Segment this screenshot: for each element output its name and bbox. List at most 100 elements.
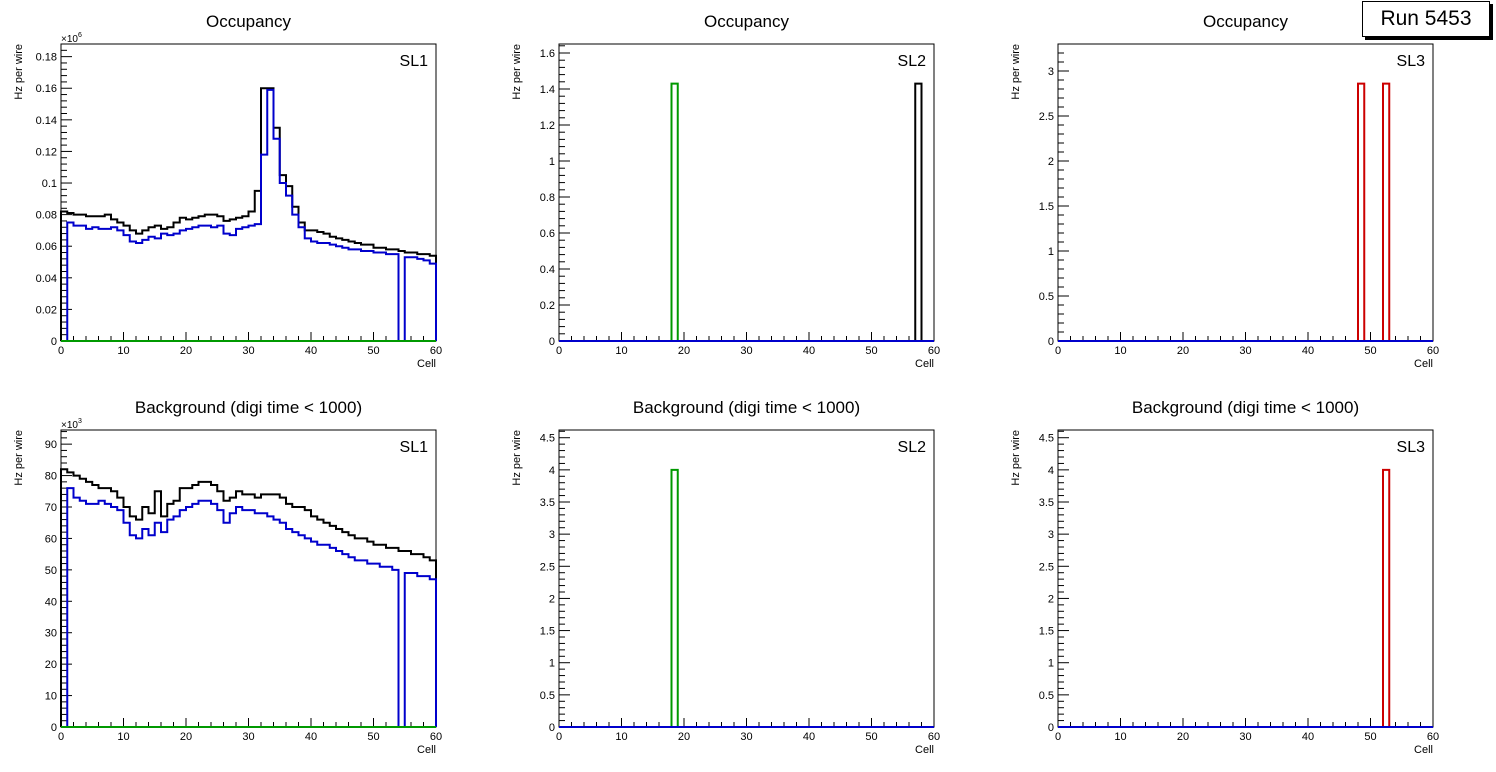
y-tick-label: 20: [45, 659, 57, 671]
histogram-bin: [286, 196, 292, 341]
y-tick-label: 1: [549, 156, 555, 168]
y-tick-label: 2.5: [1039, 111, 1054, 123]
y-tick-label: 0.8: [540, 192, 555, 204]
histogram-bin: [74, 498, 80, 727]
histogram-bin: [411, 573, 417, 727]
histogram-bin: [405, 573, 411, 727]
histogram-bin: [324, 243, 330, 341]
histogram-bin: [180, 230, 186, 341]
histogram-bin: [305, 538, 311, 727]
histogram-bin: [274, 139, 280, 341]
histogram-bin: [217, 226, 223, 341]
histogram-bin: [211, 227, 217, 341]
y-tick-label: 0.6: [540, 228, 555, 240]
series-red: [1058, 468, 1433, 728]
histogram-bin: [672, 470, 678, 727]
x-tick-label: 20: [678, 345, 690, 357]
x-tick-label: 0: [58, 345, 64, 357]
histogram-bin: [424, 260, 430, 341]
y-tick-label: 4: [549, 465, 555, 477]
y-tick-label: 2.5: [1039, 561, 1054, 573]
exponent-base: ×10: [61, 34, 78, 45]
x-tick-label: 50: [1364, 345, 1376, 357]
histogram-bin: [305, 238, 311, 341]
histogram-bin: [367, 251, 373, 341]
x-tick-label: 0: [58, 731, 64, 743]
histogram-bin: [67, 223, 73, 341]
histogram-bin: [355, 249, 361, 341]
series-total: [60, 87, 437, 341]
x-tick-label: 50: [1364, 731, 1376, 743]
histogram-bin: [149, 237, 155, 341]
y-axis-label: Hz per wire: [511, 44, 523, 100]
histogram-bin: [374, 253, 380, 341]
x-tick-label: 30: [1239, 345, 1251, 357]
histogram-bin: [330, 548, 336, 727]
series-line: [1058, 82, 1433, 342]
x-tick-label: 40: [1302, 731, 1314, 743]
y-tick-label: 0.5: [1039, 291, 1054, 303]
y-tick-label: 0.4: [540, 264, 555, 276]
x-tick-label: 0: [1055, 345, 1061, 357]
x-tick-label: 40: [803, 345, 815, 357]
y-tick-label: 0.2: [540, 300, 555, 312]
histogram-bin: [86, 229, 92, 341]
histogram-bin: [299, 227, 305, 341]
histogram-bin: [392, 254, 398, 341]
histogram-bin: [280, 523, 286, 727]
histogram-bin: [136, 538, 142, 727]
histogram-bin: [199, 226, 205, 341]
histogram-bin: [261, 513, 267, 727]
x-tick-label: 10: [117, 345, 129, 357]
y-tick-label: 1.2: [540, 120, 555, 132]
x-tick-label: 60: [928, 731, 940, 743]
y-tick-label: 0.08: [36, 210, 57, 222]
histogram-bin: [161, 234, 167, 341]
x-tick-label: 10: [615, 731, 627, 743]
histogram-bin: [336, 246, 342, 341]
y-tick-label: 2: [1048, 593, 1054, 605]
y-tick-label: 0: [1048, 336, 1054, 348]
series-line: [61, 487, 437, 728]
histogram-bin: [1358, 84, 1364, 341]
x-tick-label: 20: [678, 731, 690, 743]
histogram-bin: [242, 227, 248, 341]
histogram-bin: [167, 520, 173, 727]
histogram-bin: [242, 510, 248, 727]
y-tick-label: 2: [1048, 156, 1054, 168]
superlayer-label: SL3: [1397, 439, 1426, 456]
y-tick-label: 0: [549, 722, 555, 734]
x-tick-label: 50: [865, 345, 877, 357]
x-tick-label: 20: [180, 731, 192, 743]
histogram-bin: [311, 542, 317, 727]
histogram-bin: [155, 523, 161, 727]
x-tick-label: 60: [430, 731, 442, 743]
histogram-bin: [92, 504, 98, 727]
y-axis-label: Hz per wire: [1010, 430, 1022, 486]
histogram-bin: [317, 545, 323, 727]
series-total: [559, 82, 934, 342]
y-tick-label: 4.5: [1039, 433, 1054, 445]
x-tick-label: 10: [117, 731, 129, 743]
histogram-bin: [80, 501, 86, 727]
histogram-bin: [349, 557, 355, 727]
histogram-bin: [249, 510, 255, 727]
y-axis-label: Hz per wire: [13, 44, 25, 100]
histogram-bin: [411, 257, 417, 341]
y-tick-label: 30: [45, 628, 57, 640]
histogram-bin: [392, 570, 398, 727]
histogram-bin: [405, 257, 411, 341]
histogram-bin: [336, 551, 342, 727]
histogram-bin: [261, 155, 267, 341]
exponent-power: 3: [78, 418, 82, 425]
y-axis-label: Hz per wire: [13, 430, 25, 486]
y-axis: 0 0.02 0.04 0.06 0.08 0.1 0.12 0.14 0.16 0.18: [36, 43, 72, 348]
histogram-bin: [67, 488, 73, 727]
superlayer-label: SL2: [898, 439, 927, 456]
histogram-bin: [230, 513, 236, 727]
x-tick-label: 40: [803, 731, 815, 743]
